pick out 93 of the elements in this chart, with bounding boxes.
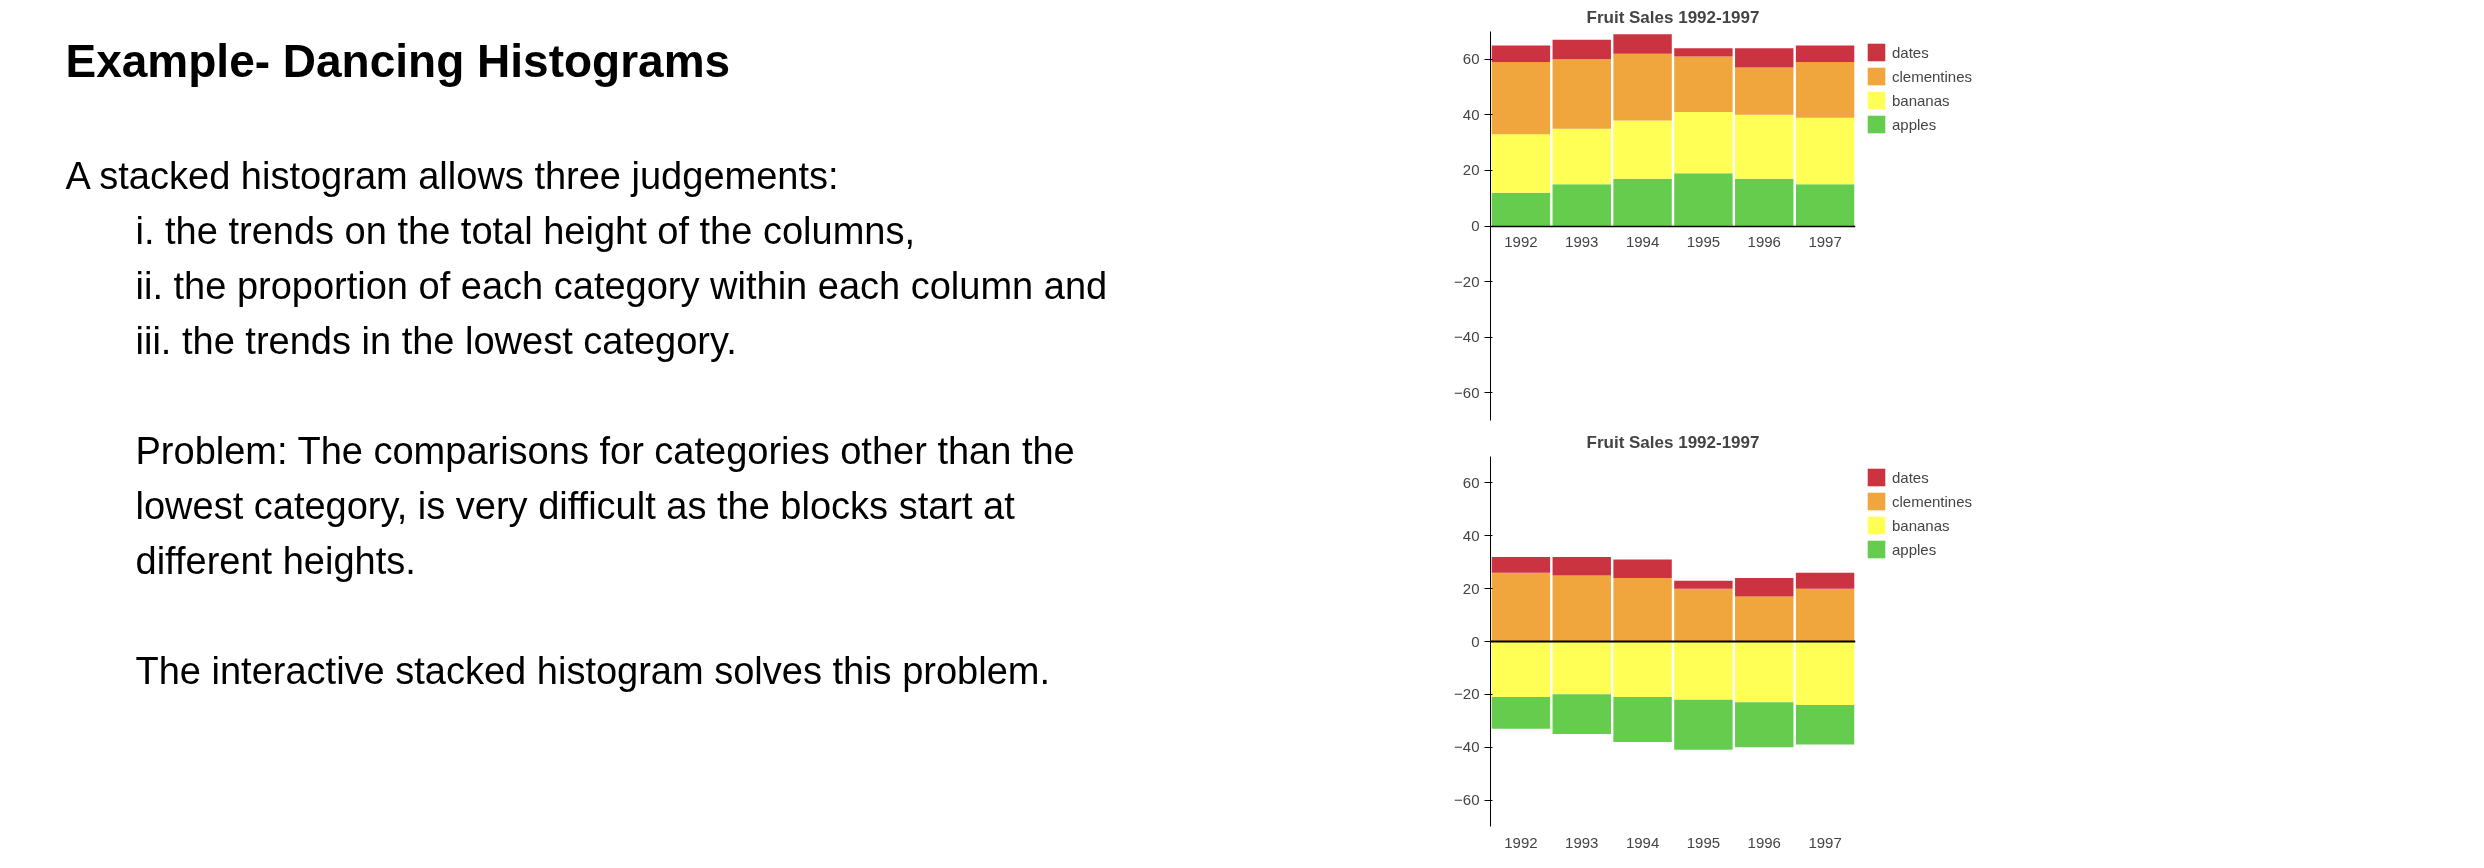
bar [1491, 572, 1551, 642]
bar [1795, 588, 1855, 642]
legend-label: clementines [1892, 492, 1973, 510]
bar [1552, 556, 1611, 576]
y-tick-label: 40 [1462, 526, 1480, 544]
y-tick-label: 0 [1471, 632, 1480, 650]
y-tick-label: 20 [1462, 579, 1480, 597]
bar [1735, 578, 1794, 597]
text: Problem: The comparisons for categories other than the [135, 429, 1075, 472]
text: i. the trends on the total height of the columns, [135, 209, 915, 252]
y-tick-label: −60 [1454, 383, 1480, 401]
bar [1795, 117, 1855, 185]
x-tick-label: 1994 [1625, 233, 1660, 250]
bar [1613, 53, 1672, 121]
legend-label: dates [1892, 43, 1929, 61]
y-tick-label: −20 [1454, 685, 1480, 703]
y-tick-label: 60 [1462, 50, 1480, 68]
bar [1735, 67, 1794, 115]
bar [1674, 699, 1733, 750]
chart-title: Fruit Sales 1992-1997 [1586, 432, 1760, 452]
x-tick-label: 1997 [1808, 233, 1842, 250]
bar [1795, 572, 1855, 589]
x-tick-label: 1992 [1504, 233, 1538, 250]
bar [1674, 588, 1733, 642]
bar [1735, 114, 1794, 179]
bar [1795, 641, 1855, 705]
legend-label: apples [1892, 540, 1937, 558]
y-tick-label: 0 [1471, 217, 1480, 234]
text: Example- Dancing Histograms [65, 34, 731, 87]
bar [1613, 178, 1672, 226]
y-tick-label: 20 [1462, 161, 1480, 179]
bar [1735, 48, 1794, 68]
bar [1491, 192, 1551, 226]
x-tick-label: 1996 [1747, 233, 1781, 250]
x-tick-label: 1993 [1565, 233, 1599, 250]
bar [1795, 45, 1855, 63]
text: ii. the proportion of each category within each column and [135, 264, 1108, 307]
bar [1613, 578, 1672, 642]
x-tick-label: 1995 [1686, 833, 1721, 851]
legend-label: bananas [1892, 516, 1950, 534]
legend-label: dates [1892, 468, 1929, 486]
x-tick-label: 1997 [1808, 833, 1842, 851]
bar [1491, 134, 1551, 193]
legend-label: bananas [1892, 91, 1950, 109]
bar [1674, 112, 1733, 174]
bar [1552, 59, 1611, 129]
bar [1552, 128, 1611, 185]
bar [1613, 120, 1672, 179]
bar [1735, 702, 1794, 748]
text: different heights. [135, 539, 416, 582]
bar [1491, 45, 1551, 63]
bar [1674, 56, 1733, 113]
bar [1552, 641, 1611, 695]
bar [1674, 641, 1733, 700]
y-tick-label: −20 [1454, 272, 1480, 290]
legend-label: clementines [1892, 67, 1973, 85]
chart-title: Fruit Sales 1992-1997 [1586, 7, 1760, 27]
bar [1491, 697, 1551, 729]
text: The interactive stacked histogram solves this problem. [135, 649, 1051, 692]
y-tick-label: −40 [1454, 738, 1480, 756]
bar [1491, 556, 1551, 573]
bar [1735, 641, 1794, 703]
x-tick-label: 1994 [1625, 833, 1660, 851]
x-tick-label: 1992 [1504, 833, 1538, 851]
bar [1552, 184, 1611, 226]
y-tick-label: 60 [1462, 473, 1480, 491]
bar [1795, 62, 1855, 118]
bar [1613, 559, 1672, 579]
bar [1795, 704, 1855, 745]
bar [1491, 62, 1551, 135]
bar [1613, 641, 1672, 697]
bar [1491, 641, 1551, 697]
text: A stacked histogram allows three judgements: [65, 154, 839, 197]
x-tick-label: 1995 [1686, 233, 1721, 250]
bar [1552, 39, 1611, 60]
bar [1735, 596, 1794, 642]
x-tick-label: 1996 [1747, 833, 1781, 851]
bar [1735, 178, 1794, 226]
bar [1795, 184, 1855, 226]
text: lowest category, is very difficult as the blocks start at [135, 484, 1016, 527]
x-tick-label: 1993 [1565, 833, 1599, 851]
bar [1552, 694, 1611, 734]
text: iii. the trends in the lowest category. [135, 319, 737, 362]
legend-label: apples [1892, 115, 1937, 133]
bar [1674, 580, 1733, 589]
bar [1613, 697, 1672, 742]
bar [1552, 575, 1611, 642]
y-tick-label: 40 [1462, 105, 1480, 123]
bar [1613, 34, 1672, 54]
y-tick-label: −60 [1454, 791, 1480, 809]
bar [1674, 48, 1733, 57]
y-tick-label: −40 [1454, 328, 1480, 346]
bar [1674, 173, 1733, 226]
